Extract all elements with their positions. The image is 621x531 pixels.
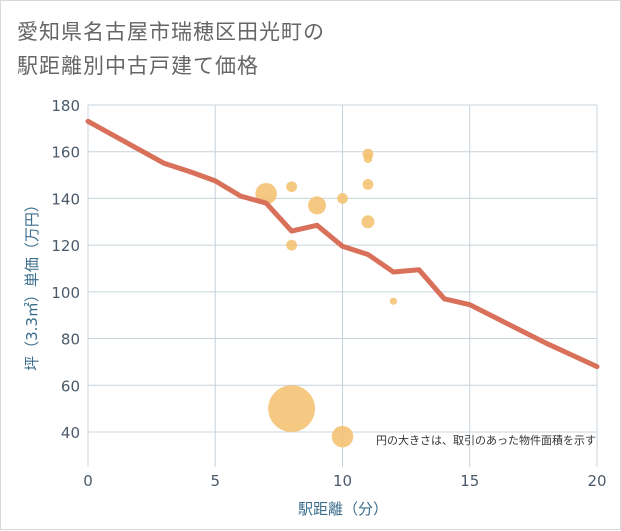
bubble-point <box>268 385 315 433</box>
bubble-point <box>308 196 327 215</box>
x-tick-label: 20 <box>587 472 606 490</box>
bubble-size-note: 円の大きさは、取引のあった物件面積を示す <box>376 433 596 447</box>
y-tick-labels: 40 60 80 100 120 140 160 180 <box>51 97 80 442</box>
y-tick-label: 160 <box>51 144 80 162</box>
bubble-point <box>362 179 374 190</box>
y-tick-label: 120 <box>51 237 80 255</box>
y-tick-label: 140 <box>51 190 80 208</box>
x-tick-label: 5 <box>210 472 220 490</box>
bubble-point <box>331 425 354 448</box>
chart-title: 愛知県名古屋市瑞穂区田光町の 駅距離別中古戸建て価格 <box>17 15 325 83</box>
chart-title-line-1: 愛知県名古屋市瑞穂区田光町の <box>17 20 325 44</box>
y-tick-label: 40 <box>61 424 80 442</box>
bubble-point <box>337 193 348 204</box>
y-tick-label: 180 <box>51 97 80 115</box>
bubble-point <box>286 239 297 251</box>
bubble-point <box>286 181 297 193</box>
y-tick-label: 80 <box>61 331 80 349</box>
x-tick-labels: 0 5 10 15 20 <box>83 472 606 490</box>
x-axis-title: 駅距離（分） <box>298 500 388 518</box>
bubble-point <box>363 154 373 164</box>
y-axis-title: 坪（3.3㎡）単価（万円） <box>23 197 41 371</box>
x-tick-label: 15 <box>460 472 479 490</box>
x-tick-label: 0 <box>83 472 93 490</box>
x-tick-label: 10 <box>333 472 352 490</box>
bubble-series <box>255 148 397 448</box>
y-tick-label: 60 <box>61 377 80 395</box>
bubble-point <box>389 297 397 305</box>
trend-line <box>85 118 600 370</box>
grid-lines <box>87 104 598 467</box>
y-tick-label: 100 <box>51 284 80 302</box>
chart-title-line-2: 駅距離別中古戸建て価格 <box>17 54 259 78</box>
bubble-point <box>361 215 375 229</box>
trend-series <box>85 118 600 370</box>
